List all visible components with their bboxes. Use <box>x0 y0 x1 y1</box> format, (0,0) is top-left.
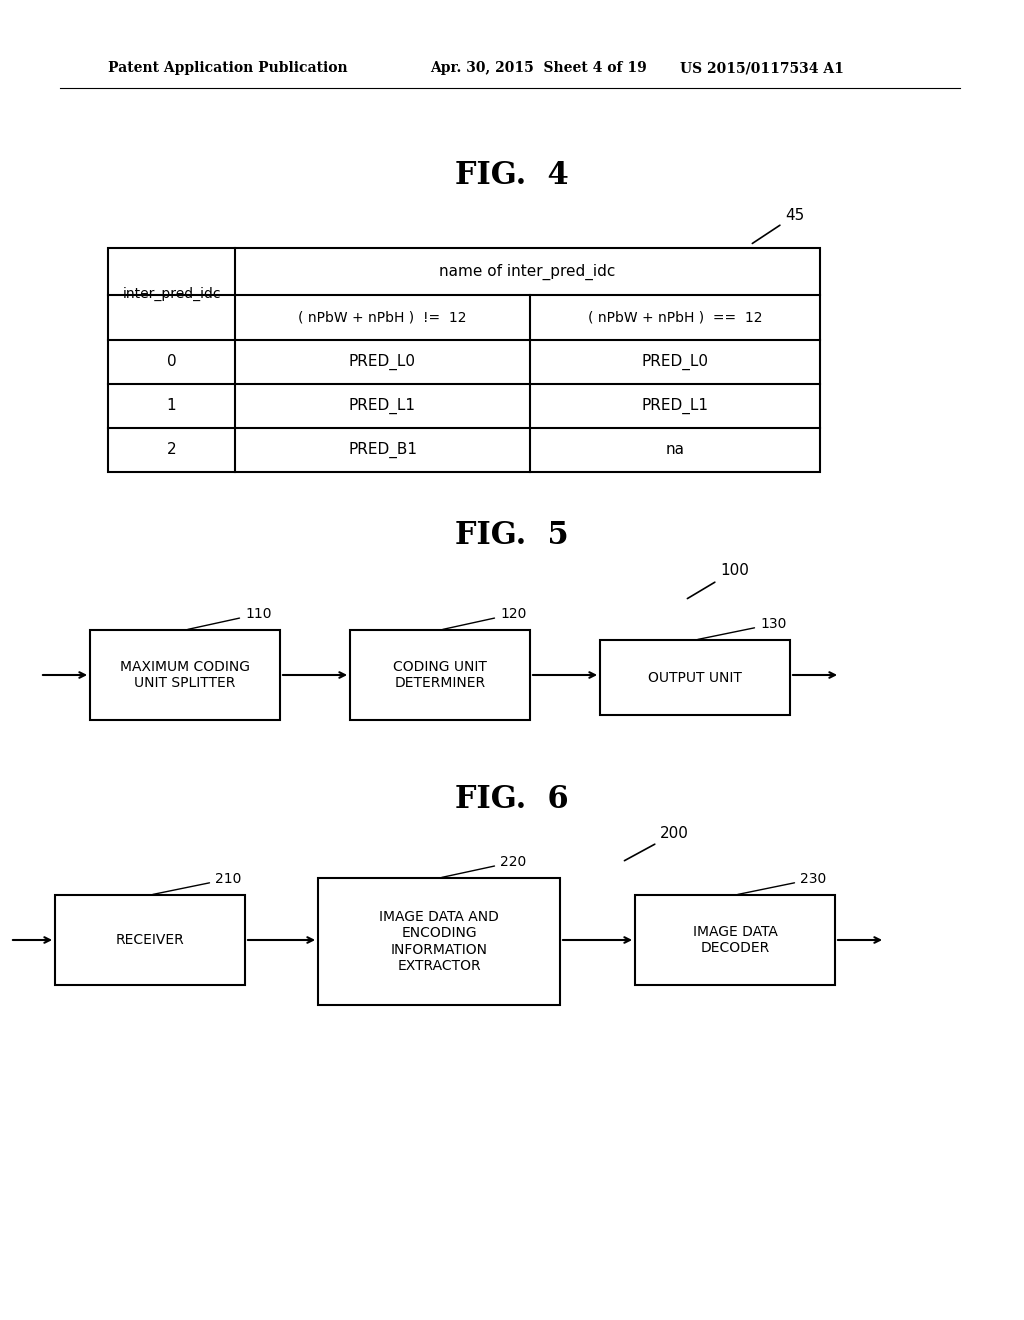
Bar <box>90 630 280 719</box>
Text: 45: 45 <box>753 209 804 243</box>
Bar <box>108 248 820 473</box>
Text: FIG.  6: FIG. 6 <box>456 784 568 816</box>
Text: FIG.  5: FIG. 5 <box>456 520 568 550</box>
Text: CODING UNIT
DETERMINER: CODING UNIT DETERMINER <box>393 660 487 690</box>
Text: na: na <box>666 442 684 458</box>
Text: IMAGE DATA
DECODER: IMAGE DATA DECODER <box>692 925 777 956</box>
Text: 120: 120 <box>442 607 526 630</box>
Text: 230: 230 <box>737 873 826 895</box>
Text: 220: 220 <box>441 855 526 878</box>
Text: inter_pred_idc: inter_pred_idc <box>122 286 221 301</box>
Bar <box>635 895 835 985</box>
Bar <box>600 640 790 715</box>
Text: name of inter_pred_idc: name of inter_pred_idc <box>439 264 615 280</box>
Text: 2: 2 <box>167 442 176 458</box>
Text: 210: 210 <box>153 873 242 895</box>
Text: FIG.  4: FIG. 4 <box>455 160 569 190</box>
Text: ( nPbW + nPbH )  !=  12: ( nPbW + nPbH ) != 12 <box>298 310 467 325</box>
Text: ( nPbW + nPbH )  ==  12: ( nPbW + nPbH ) == 12 <box>588 310 762 325</box>
Text: Apr. 30, 2015  Sheet 4 of 19: Apr. 30, 2015 Sheet 4 of 19 <box>430 61 647 75</box>
Text: IMAGE DATA AND
ENCODING
INFORMATION
EXTRACTOR: IMAGE DATA AND ENCODING INFORMATION EXTR… <box>379 911 499 973</box>
Text: 100: 100 <box>687 564 749 598</box>
Text: 200: 200 <box>625 826 689 861</box>
Text: Patent Application Publication: Patent Application Publication <box>108 61 347 75</box>
Bar <box>318 878 560 1005</box>
Text: 1: 1 <box>167 399 176 413</box>
Text: 130: 130 <box>697 616 786 639</box>
Text: US 2015/0117534 A1: US 2015/0117534 A1 <box>680 61 844 75</box>
Text: MAXIMUM CODING
UNIT SPLITTER: MAXIMUM CODING UNIT SPLITTER <box>120 660 250 690</box>
Text: PRED_L0: PRED_L0 <box>349 354 416 370</box>
Text: OUTPUT UNIT: OUTPUT UNIT <box>648 671 742 685</box>
Text: PRED_L0: PRED_L0 <box>641 354 709 370</box>
Text: PRED_L1: PRED_L1 <box>349 397 416 414</box>
Bar <box>350 630 530 719</box>
Text: PRED_L1: PRED_L1 <box>641 397 709 414</box>
Text: PRED_B1: PRED_B1 <box>348 442 417 458</box>
Bar <box>55 895 245 985</box>
Text: 0: 0 <box>167 355 176 370</box>
Text: RECEIVER: RECEIVER <box>116 933 184 946</box>
Text: 110: 110 <box>187 607 271 630</box>
